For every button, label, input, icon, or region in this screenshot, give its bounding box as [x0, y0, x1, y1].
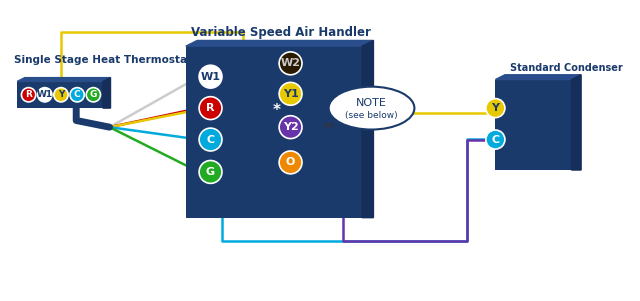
Circle shape [38, 88, 52, 102]
Text: Standard Condenser: Standard Condenser [509, 63, 623, 73]
Circle shape [279, 52, 302, 75]
Text: Y: Y [58, 90, 64, 99]
Polygon shape [103, 78, 111, 108]
Text: C: C [207, 135, 214, 144]
Text: W1: W1 [36, 90, 53, 99]
Text: W2: W2 [280, 58, 301, 68]
Text: R: R [206, 103, 215, 113]
Text: C: C [492, 135, 499, 144]
Circle shape [199, 97, 222, 119]
Text: (see below): (see below) [345, 111, 398, 120]
Text: G: G [90, 90, 97, 99]
Text: C: C [74, 90, 81, 99]
Text: **: ** [323, 121, 335, 134]
Circle shape [199, 128, 222, 151]
Circle shape [21, 88, 36, 102]
Circle shape [70, 88, 84, 102]
Circle shape [486, 130, 505, 149]
Text: O: O [286, 157, 295, 167]
FancyBboxPatch shape [17, 82, 103, 108]
Text: Single Stage Heat Thermostat: Single Stage Heat Thermostat [14, 55, 193, 65]
Text: Y2: Y2 [283, 122, 298, 132]
Polygon shape [495, 75, 581, 79]
Text: NOTE: NOTE [356, 98, 387, 108]
Circle shape [199, 160, 222, 183]
Polygon shape [362, 40, 374, 218]
FancyBboxPatch shape [495, 79, 572, 170]
Text: *: * [272, 104, 280, 119]
Circle shape [279, 82, 302, 105]
Ellipse shape [329, 87, 415, 129]
Circle shape [199, 65, 222, 88]
Text: W1: W1 [200, 72, 221, 82]
Text: Y1: Y1 [283, 89, 298, 99]
Polygon shape [572, 75, 581, 170]
Circle shape [279, 116, 302, 138]
Circle shape [486, 99, 505, 118]
Text: R: R [25, 90, 32, 99]
Circle shape [54, 88, 68, 102]
Circle shape [279, 151, 302, 174]
Polygon shape [17, 78, 111, 82]
Circle shape [86, 88, 100, 102]
Polygon shape [186, 40, 374, 46]
Text: AC Contactor: AC Contactor [509, 102, 568, 111]
Text: G: G [206, 167, 215, 177]
FancyBboxPatch shape [186, 46, 362, 218]
Text: Y: Y [492, 103, 499, 113]
Text: Variable Speed Air Handler: Variable Speed Air Handler [191, 26, 371, 39]
